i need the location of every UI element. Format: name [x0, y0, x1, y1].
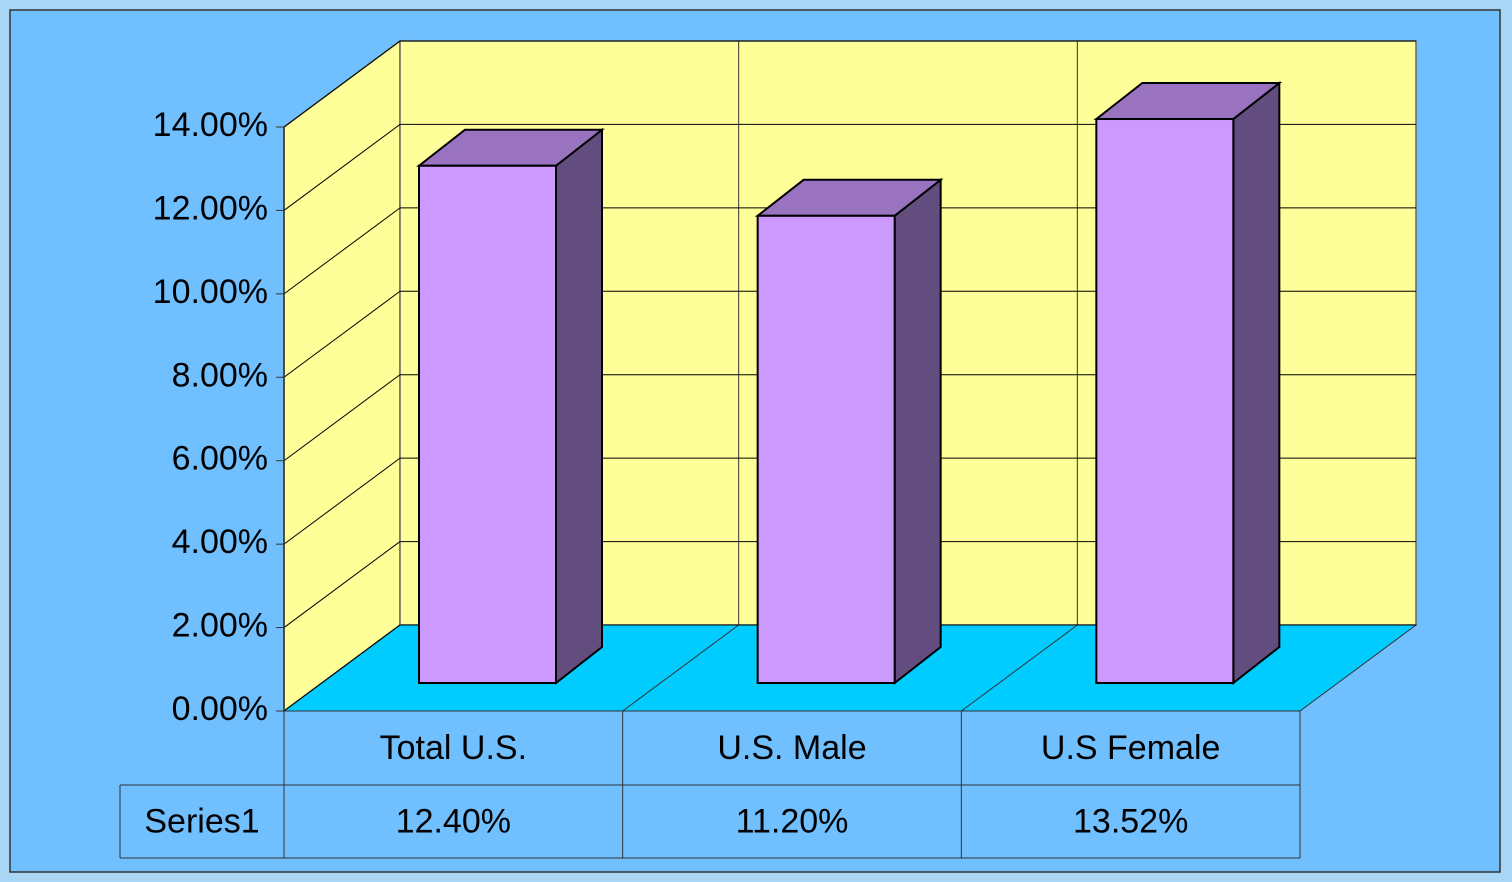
y-tick-label: 8.00% [172, 356, 268, 394]
floor-divider [961, 624, 1078, 712]
bar [1095, 118, 1235, 685]
y-tick-label: 14.00% [153, 106, 268, 144]
grid-line [283, 124, 401, 211]
grid-line [283, 290, 401, 378]
data-table-value: 12.40% [396, 802, 511, 840]
grid-line [283, 40, 401, 128]
y-tick-label: 6.00% [172, 440, 268, 478]
y-tick-label: 12.00% [153, 189, 268, 227]
left-wall [283, 39, 401, 713]
y-tick-label: 4.00% [172, 523, 268, 561]
data-table-value: 11.20% [736, 802, 849, 840]
y-tick-label: 2.00% [172, 607, 268, 645]
grid-line [283, 207, 401, 295]
x-tick-label: U.S. Male [717, 729, 866, 767]
y-tick-label: 0.00% [172, 690, 268, 728]
bar-side [555, 127, 603, 686]
grid-line [283, 541, 401, 628]
grid-line [283, 624, 401, 712]
x-tick-label: Total U.S. [380, 729, 527, 767]
bar-side [893, 177, 942, 686]
y-tick-label: 10.00% [153, 273, 268, 311]
grid-line [283, 374, 401, 462]
bar [756, 214, 896, 685]
data-table-value: 13.52% [1073, 802, 1188, 840]
bar [418, 164, 557, 684]
floor-divider [622, 624, 739, 712]
grid-line [283, 457, 401, 545]
bar-side [1232, 80, 1281, 686]
x-tick-label: U.S Female [1041, 729, 1221, 767]
legend-label: Series1 [144, 802, 259, 840]
